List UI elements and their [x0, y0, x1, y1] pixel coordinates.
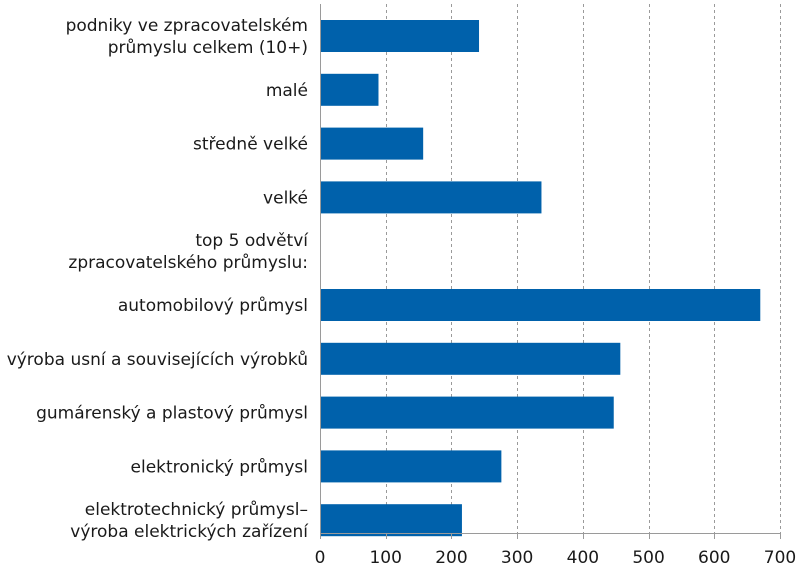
bar	[321, 504, 462, 537]
category-label: automobilový průmysl	[118, 296, 308, 316]
category-label: výroba elektrických zařízení	[70, 522, 309, 542]
x-tick-label: 200	[435, 548, 467, 568]
category-label: průmyslu celkem (10+)	[108, 38, 308, 58]
bar	[321, 73, 379, 106]
category-label: podniky ve zpracovatelském	[66, 16, 308, 36]
x-tick-label: 500	[632, 548, 664, 568]
x-tick-label: 300	[501, 548, 533, 568]
category-label: středně velké	[193, 135, 308, 155]
x-tick-label: 400	[567, 548, 599, 568]
category-label: malé	[266, 81, 308, 101]
x-tick-label: 700	[764, 548, 796, 568]
category-label: gumárenský a plastový průmysl	[36, 404, 308, 424]
bar	[321, 181, 542, 214]
x-tick-label: 600	[698, 548, 730, 568]
bar	[321, 450, 502, 483]
category-label: velké	[263, 188, 308, 208]
x-tick-label: 0	[315, 548, 326, 568]
bar	[321, 127, 424, 160]
bar	[321, 289, 761, 321]
grid-lines	[386, 4, 781, 533]
category-label: elektrotechnický průmysl–	[85, 500, 308, 520]
bar	[321, 396, 614, 429]
bars	[321, 20, 761, 537]
x-tick-label: 100	[369, 548, 401, 568]
category-label: výroba usní a souvisejících výrobků	[7, 350, 308, 370]
bar	[321, 342, 621, 375]
category-label: top 5 odvětví	[195, 231, 309, 251]
x-axis: 0 100 200 300 400 500 600 700	[315, 4, 796, 568]
category-label: elektronický průmysl	[131, 457, 308, 477]
category-label: zpracovatelského průmyslu:	[68, 253, 308, 273]
bar	[321, 20, 480, 52]
